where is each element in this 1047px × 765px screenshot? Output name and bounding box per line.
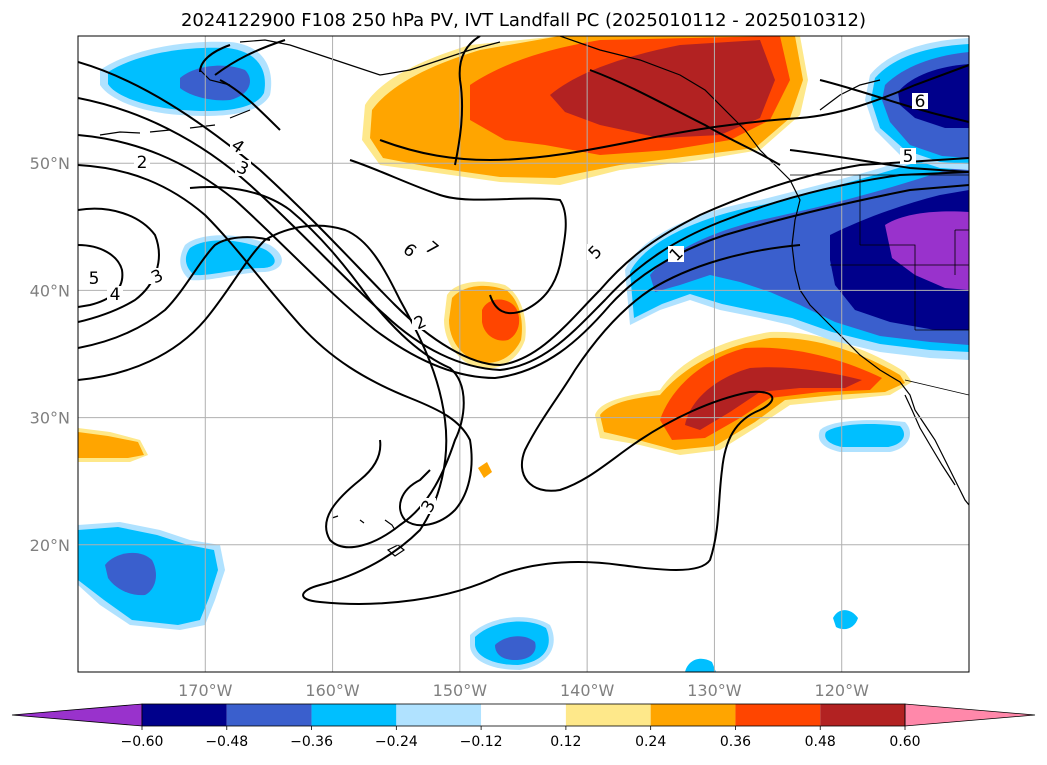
- shade-aleutian-blue: [180, 65, 250, 101]
- positive-shading: [78, 36, 912, 478]
- lat-tick-label: 40°N: [30, 281, 70, 300]
- colorbar-box: [142, 704, 227, 726]
- colorbar-box: [735, 704, 821, 726]
- colorbar: −0.60 −0.48 −0.36 −0.24 −0.12 0.12 0.24 0.36 0.4…: [11, 703, 1036, 750]
- contour-label-bg: [424, 240, 440, 256]
- contour-label-bg: [86, 270, 102, 286]
- colorbar-tick-label: 0.60: [889, 734, 920, 750]
- colorbar-extend-high: [904, 703, 1036, 727]
- colorbar-extend-low: [11, 703, 143, 727]
- lon-tick-label: 170°W: [178, 681, 233, 700]
- colorbar-tick-label: 0.48: [805, 734, 836, 750]
- contour-label: 6: [915, 92, 926, 112]
- contour-label-bg: [912, 93, 928, 109]
- contour-label-bg: [587, 244, 603, 260]
- contour-label-bg: [402, 242, 418, 258]
- contour-label-bg: [412, 314, 428, 330]
- contour-label: 5: [903, 147, 914, 167]
- shade-subtropical-blue2: [825, 424, 904, 447]
- colorbar-box: [226, 704, 312, 726]
- contour-label-bg: [668, 246, 684, 262]
- colorbar-tick-label: 0.24: [635, 734, 666, 750]
- chart-title: 2024122900 F108 250 hPa PV, IVT Landfall…: [180, 10, 867, 31]
- lon-tick-label: 130°W: [687, 681, 742, 700]
- colorbar-box: [311, 704, 397, 726]
- colorbar-tick-label: −0.24: [375, 734, 418, 750]
- colorbar-box: [481, 704, 566, 726]
- lon-tick-label: 120°W: [815, 681, 870, 700]
- contour-label-bg: [235, 160, 251, 176]
- shade-small-cyan: [833, 610, 858, 630]
- shade-south-blue: [495, 636, 536, 660]
- contour-label-bg: [107, 286, 123, 302]
- borders: [790, 174, 969, 396]
- colorbar-box: [820, 704, 905, 726]
- shade-subtropical-darkred: [685, 367, 862, 430]
- shade-bottom-cyan: [685, 658, 716, 672]
- lat-tick-label: 50°N: [30, 154, 70, 173]
- shade-north-pac-cyan2: [185, 240, 275, 276]
- contour-label-bg: [420, 498, 436, 514]
- contour-label: 2: [137, 153, 148, 173]
- map-frame: [77, 35, 970, 673]
- shade-gulf-alaska-darkred: [550, 40, 775, 138]
- shade-northeast-navy: [898, 64, 969, 128]
- lat-tick-label: 30°N: [30, 409, 70, 428]
- lon-tick-labels: 170°W 160°W 150°W 140°W 130°W 120°W: [178, 681, 869, 700]
- lat-tick-label: 20°N: [30, 536, 70, 555]
- shade-central-pac-red: [482, 299, 520, 341]
- shade-west-edge-orange: [78, 432, 144, 458]
- colorbar-tick-label: 0.36: [720, 734, 751, 750]
- colorbar-tick-label: −0.60: [121, 734, 164, 750]
- colorbar-outline: [141, 703, 906, 727]
- contour-label-bg: [900, 148, 916, 164]
- colorbar-tick-label: −0.48: [205, 734, 248, 750]
- colorbar-tick-label: −0.12: [460, 734, 503, 750]
- lon-tick-label: 140°W: [560, 681, 615, 700]
- colorbar-box: [650, 704, 736, 726]
- shade-small-blob: [478, 462, 492, 478]
- contour-label-bg: [134, 154, 150, 170]
- contour-label-bg: [230, 138, 246, 154]
- contour-label: 4: [110, 285, 121, 305]
- gridlines: [78, 36, 969, 672]
- colorbar-tick-label: −0.36: [290, 734, 333, 750]
- colorbar-box: [565, 704, 651, 726]
- shade-westcoast-purple: [885, 211, 969, 290]
- lon-tick-label: 160°W: [305, 681, 360, 700]
- colorbar-tick-label: 0.12: [550, 734, 581, 750]
- shade-sw-blue: [105, 552, 156, 596]
- lon-tick-label: 150°W: [433, 681, 488, 700]
- colorbar-box: [396, 704, 482, 726]
- lat-tick-labels: 20°N 30°N 40°N 50°N: [30, 154, 70, 555]
- contour-label-bg: [149, 268, 165, 284]
- contour-label: 5: [89, 269, 100, 289]
